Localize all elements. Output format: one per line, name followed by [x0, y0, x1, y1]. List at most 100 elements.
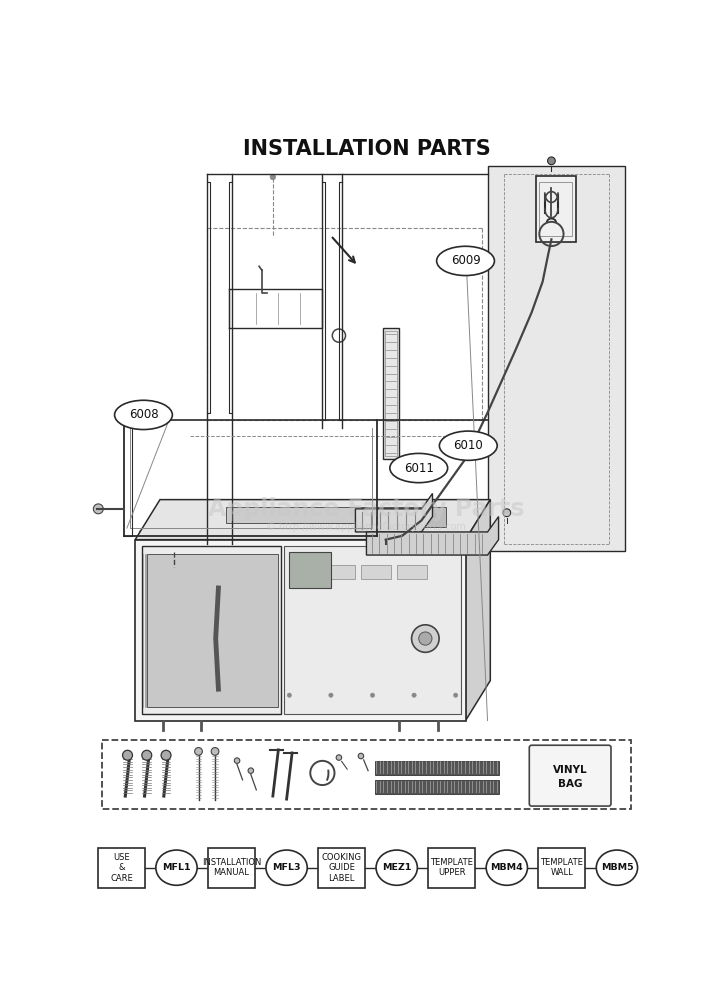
Polygon shape	[147, 554, 278, 707]
Circle shape	[337, 530, 340, 534]
Circle shape	[270, 174, 275, 180]
Polygon shape	[284, 546, 461, 714]
Circle shape	[503, 509, 511, 517]
Text: 6010: 6010	[453, 439, 483, 452]
Circle shape	[315, 530, 319, 534]
Circle shape	[172, 530, 175, 534]
Text: TEMPLATE
WALL: TEMPLATE WALL	[541, 858, 583, 877]
Circle shape	[548, 157, 556, 165]
Circle shape	[248, 768, 254, 773]
Circle shape	[142, 750, 152, 760]
Circle shape	[304, 530, 307, 534]
Ellipse shape	[437, 246, 495, 276]
Text: MBM4: MBM4	[490, 863, 523, 872]
Ellipse shape	[376, 850, 418, 885]
Ellipse shape	[266, 850, 307, 885]
Polygon shape	[355, 493, 433, 532]
Bar	[290, 552, 330, 588]
Circle shape	[94, 504, 103, 514]
Circle shape	[348, 530, 352, 534]
Bar	[361, 565, 391, 579]
Circle shape	[282, 530, 285, 534]
Circle shape	[211, 748, 219, 755]
Bar	[325, 565, 355, 579]
Bar	[318, 848, 365, 888]
Circle shape	[139, 530, 142, 534]
Text: MEZ1: MEZ1	[382, 863, 411, 872]
Circle shape	[150, 530, 154, 534]
Ellipse shape	[440, 431, 497, 460]
Text: MBM5: MBM5	[601, 863, 633, 872]
Circle shape	[238, 530, 242, 534]
Bar	[102, 740, 631, 809]
Text: USE
&
CARE: USE & CARE	[110, 853, 133, 883]
Polygon shape	[366, 517, 498, 555]
Bar	[536, 176, 576, 242]
Circle shape	[412, 693, 416, 697]
Circle shape	[183, 530, 187, 534]
Bar	[369, 507, 446, 527]
Circle shape	[161, 750, 171, 760]
Ellipse shape	[114, 400, 172, 430]
Text: BAG: BAG	[558, 779, 583, 789]
Text: 6009: 6009	[450, 254, 480, 267]
Polygon shape	[465, 500, 490, 721]
Ellipse shape	[390, 453, 448, 483]
Bar	[538, 848, 586, 888]
Circle shape	[194, 748, 202, 755]
Text: 6011: 6011	[404, 462, 434, 475]
Polygon shape	[135, 540, 465, 721]
Polygon shape	[142, 546, 281, 714]
Ellipse shape	[156, 850, 197, 885]
Circle shape	[122, 750, 132, 760]
Ellipse shape	[596, 850, 638, 885]
Bar	[383, 328, 400, 459]
Text: © http://www.appliancefactoryparts.com: © http://www.appliancefactoryparts.com	[267, 522, 466, 532]
Circle shape	[293, 530, 297, 534]
Circle shape	[359, 530, 363, 534]
Circle shape	[336, 755, 342, 760]
Bar	[226, 507, 369, 523]
Circle shape	[194, 530, 197, 534]
Circle shape	[412, 625, 439, 652]
Text: MFL1: MFL1	[162, 863, 191, 872]
Circle shape	[235, 758, 240, 763]
Text: MFL3: MFL3	[272, 863, 301, 872]
Circle shape	[419, 632, 432, 645]
Text: INSTALLATION
MANUAL: INSTALLATION MANUAL	[202, 858, 261, 877]
Circle shape	[170, 544, 177, 551]
Bar	[98, 848, 145, 888]
Circle shape	[370, 530, 374, 534]
Bar	[397, 565, 427, 579]
Text: 6008: 6008	[129, 408, 158, 421]
Circle shape	[453, 693, 458, 697]
Text: TEMPLATE
UPPER: TEMPLATE UPPER	[430, 858, 473, 877]
Bar	[385, 331, 398, 456]
Circle shape	[329, 693, 333, 697]
Bar	[428, 848, 475, 888]
Text: INSTALLATION PARTS: INSTALLATION PARTS	[242, 139, 490, 159]
Text: COOKING
GUIDE
LABEL: COOKING GUIDE LABEL	[322, 853, 362, 883]
Bar	[375, 780, 498, 794]
Circle shape	[358, 753, 364, 759]
Polygon shape	[135, 500, 490, 540]
Circle shape	[370, 693, 375, 697]
Circle shape	[205, 530, 209, 534]
Bar	[208, 848, 255, 888]
Circle shape	[161, 530, 164, 534]
Circle shape	[227, 530, 230, 534]
Text: Appliance Factory Parts: Appliance Factory Parts	[208, 497, 525, 521]
Bar	[539, 182, 572, 236]
Text: VINYL: VINYL	[553, 765, 588, 775]
FancyBboxPatch shape	[529, 745, 611, 806]
Circle shape	[326, 530, 330, 534]
Polygon shape	[488, 166, 625, 551]
Circle shape	[216, 530, 220, 534]
Circle shape	[271, 530, 275, 534]
Bar	[375, 761, 498, 774]
Circle shape	[260, 530, 264, 534]
Ellipse shape	[486, 850, 528, 885]
Circle shape	[249, 530, 252, 534]
Bar	[290, 565, 320, 579]
Circle shape	[287, 693, 292, 697]
